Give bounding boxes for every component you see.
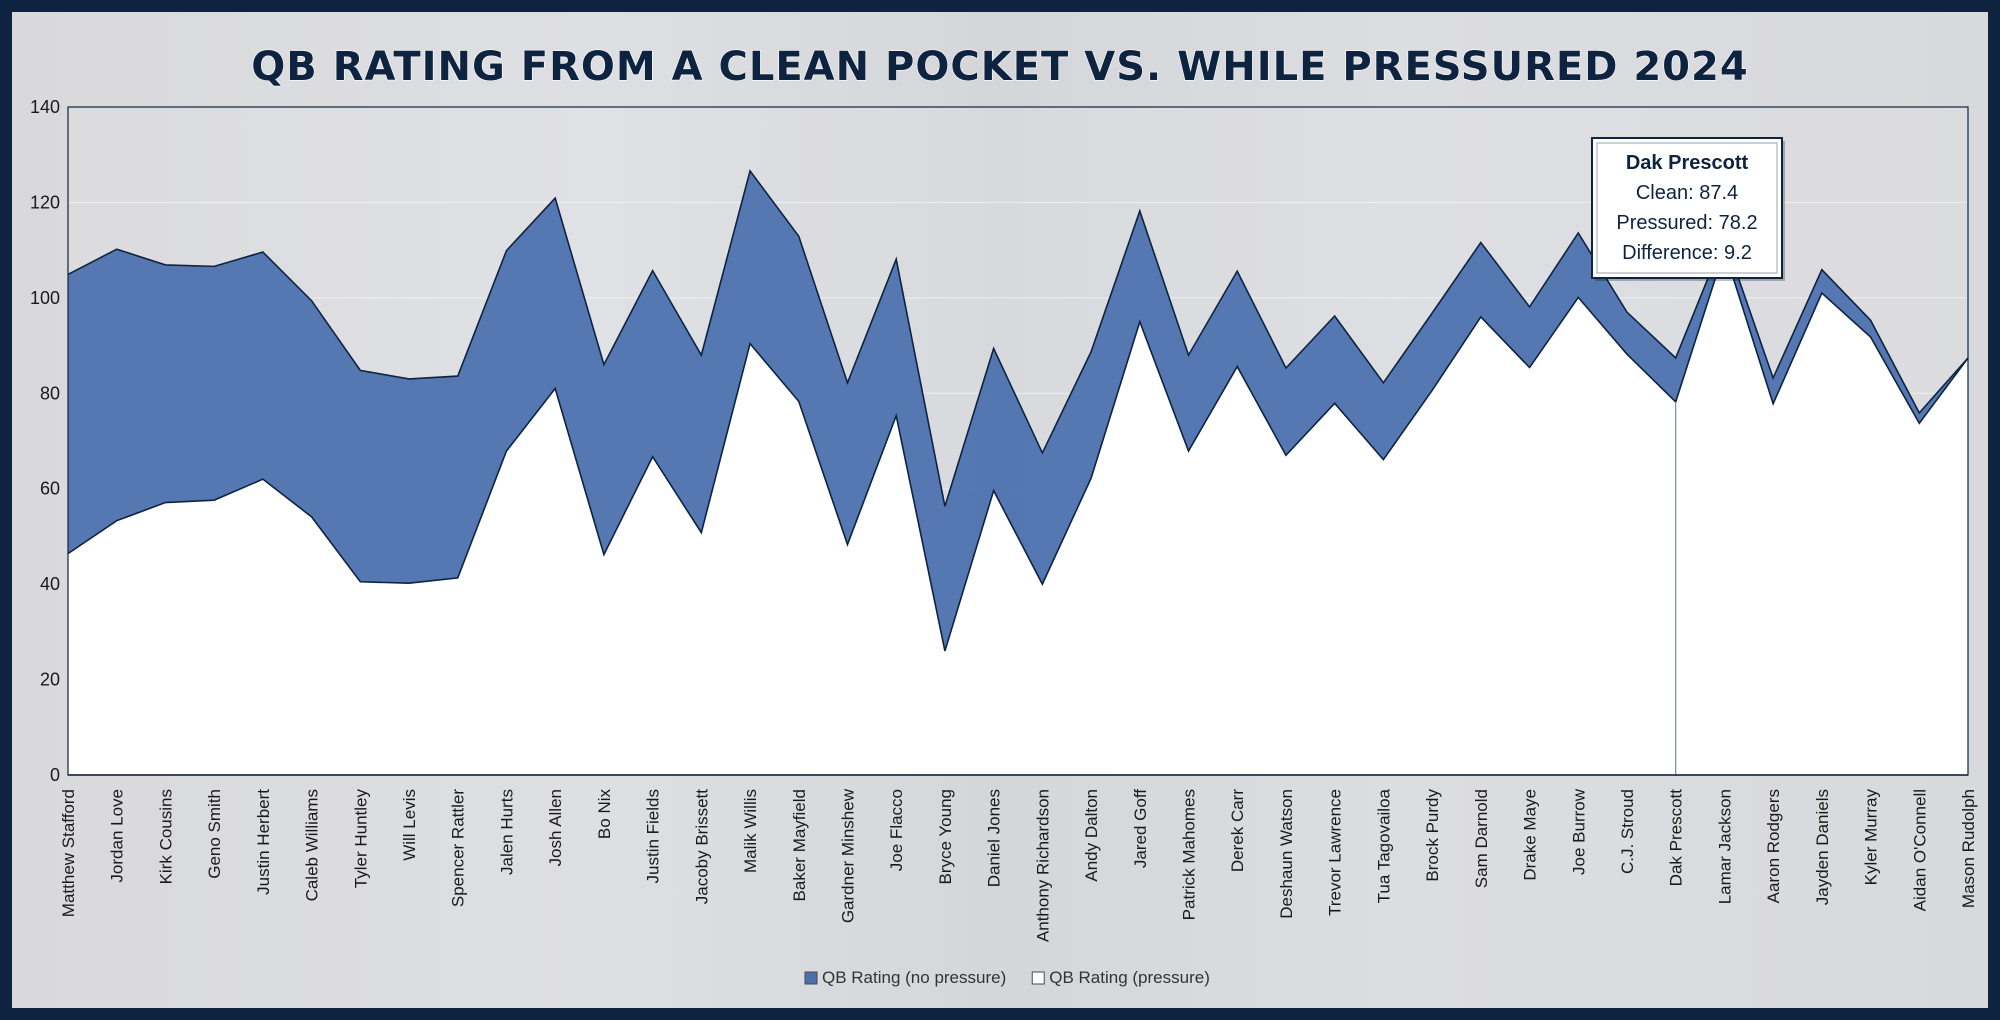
chart: QB RATING FROM A CLEAN POCKET VS. WHILE … (30, 43, 1978, 987)
x-tick-label: Sam Darnold (1472, 789, 1491, 888)
x-tick-label: Mason Rudolph (1959, 789, 1978, 908)
x-tick-label: Andy Dalton (1082, 789, 1101, 882)
x-tick-label: Brock Purdy (1423, 789, 1442, 882)
x-tick-label: Jalen Hurts (497, 789, 516, 875)
x-tick-label: Daniel Jones (985, 789, 1004, 887)
callout-difference: Difference: 9.2 (1622, 242, 1752, 264)
callout-name: Dak Prescott (1626, 152, 1749, 174)
callout-pressured: Pressured: 78.2 (1616, 212, 1757, 234)
x-tick-label: Drake Maye (1521, 789, 1540, 881)
x-tick-label: Gardner Minshew (838, 788, 857, 923)
y-tick-label: 100 (30, 288, 60, 308)
chart-title: QB RATING FROM A CLEAN POCKET VS. WHILE … (251, 44, 1748, 90)
y-tick-label: 120 (30, 192, 60, 212)
y-tick-label: 140 (30, 97, 60, 117)
x-tick-label: Jordan Love (108, 789, 127, 883)
x-tick-label: Malik Willis (741, 789, 760, 873)
legend-label: QB Rating (no pressure) (822, 968, 1006, 987)
x-tick-label: Joe Flacco (887, 789, 906, 871)
x-tick-label: Anthony Richardson (1033, 789, 1052, 942)
x-tick-label: Patrick Mahomes (1180, 789, 1199, 920)
x-tick-label: Baker Mayfield (790, 789, 809, 901)
line-pressure (67, 247, 1969, 652)
x-tick-label: Geno Smith (205, 789, 224, 879)
x-tick-label: Kirk Cousins (156, 789, 175, 884)
callout-inner-border (1596, 142, 1778, 274)
x-tick-label: Justin Fields (644, 789, 663, 883)
y-tick-label: 20 (40, 670, 60, 690)
x-tick-label: Tua Tagovailoa (1374, 788, 1393, 903)
x-tick-label: C.J. Stroud (1618, 789, 1637, 874)
x-tick-label: Josh Allen (546, 789, 565, 867)
x-tick-label: Kyler Murray (1862, 789, 1881, 886)
area-pressure (68, 250, 1968, 776)
x-tick-label: Deshaun Watson (1277, 789, 1296, 919)
x-tick-label: Aaron Rodgers (1764, 789, 1783, 903)
x-tick-label: Spencer Rattler (449, 789, 468, 907)
x-tick-label: Will Levis (400, 789, 419, 861)
y-tick-label: 0 (50, 765, 60, 785)
x-tick-label: Trevor Lawrence (1326, 789, 1345, 916)
x-tick-label: Aidan O'Connell (1910, 789, 1929, 911)
chart-frame: QB RATING FROM A CLEAN POCKET VS. WHILE … (12, 12, 1988, 1008)
y-tick-label: 60 (40, 479, 60, 499)
x-tick-label: Jacoby Brissett (692, 789, 711, 905)
callout-box (1591, 137, 1783, 279)
x-tick-label: Jared Goff (1131, 789, 1150, 868)
x-tick-label: Jayden Daniels (1813, 789, 1832, 905)
x-tick-label: Tyler Huntley (351, 789, 370, 889)
x-tick-label: Bo Nix (595, 789, 614, 840)
x-tick-label: Dak Prescott (1667, 789, 1686, 887)
callout-clean: Clean: 87.4 (1636, 182, 1738, 204)
x-tick-label: Lamar Jackson (1715, 789, 1734, 904)
x-tick-label: Caleb Williams (303, 789, 322, 901)
line-no-pressure (67, 169, 1969, 507)
x-tick-label: Derek Carr (1228, 789, 1247, 872)
x-tick-label: Bryce Young (936, 789, 955, 884)
x-tick-label: Justin Herbert (254, 789, 273, 895)
x-tick-label: Matthew Stafford (59, 789, 78, 917)
legend-swatch (1031, 971, 1045, 985)
y-tick-label: 80 (40, 383, 60, 403)
legend-label: QB Rating (pressure) (1049, 968, 1210, 987)
legend-swatch (804, 971, 818, 985)
x-tick-label: Joe Burrow (1569, 788, 1588, 875)
y-tick-label: 40 (40, 574, 60, 594)
